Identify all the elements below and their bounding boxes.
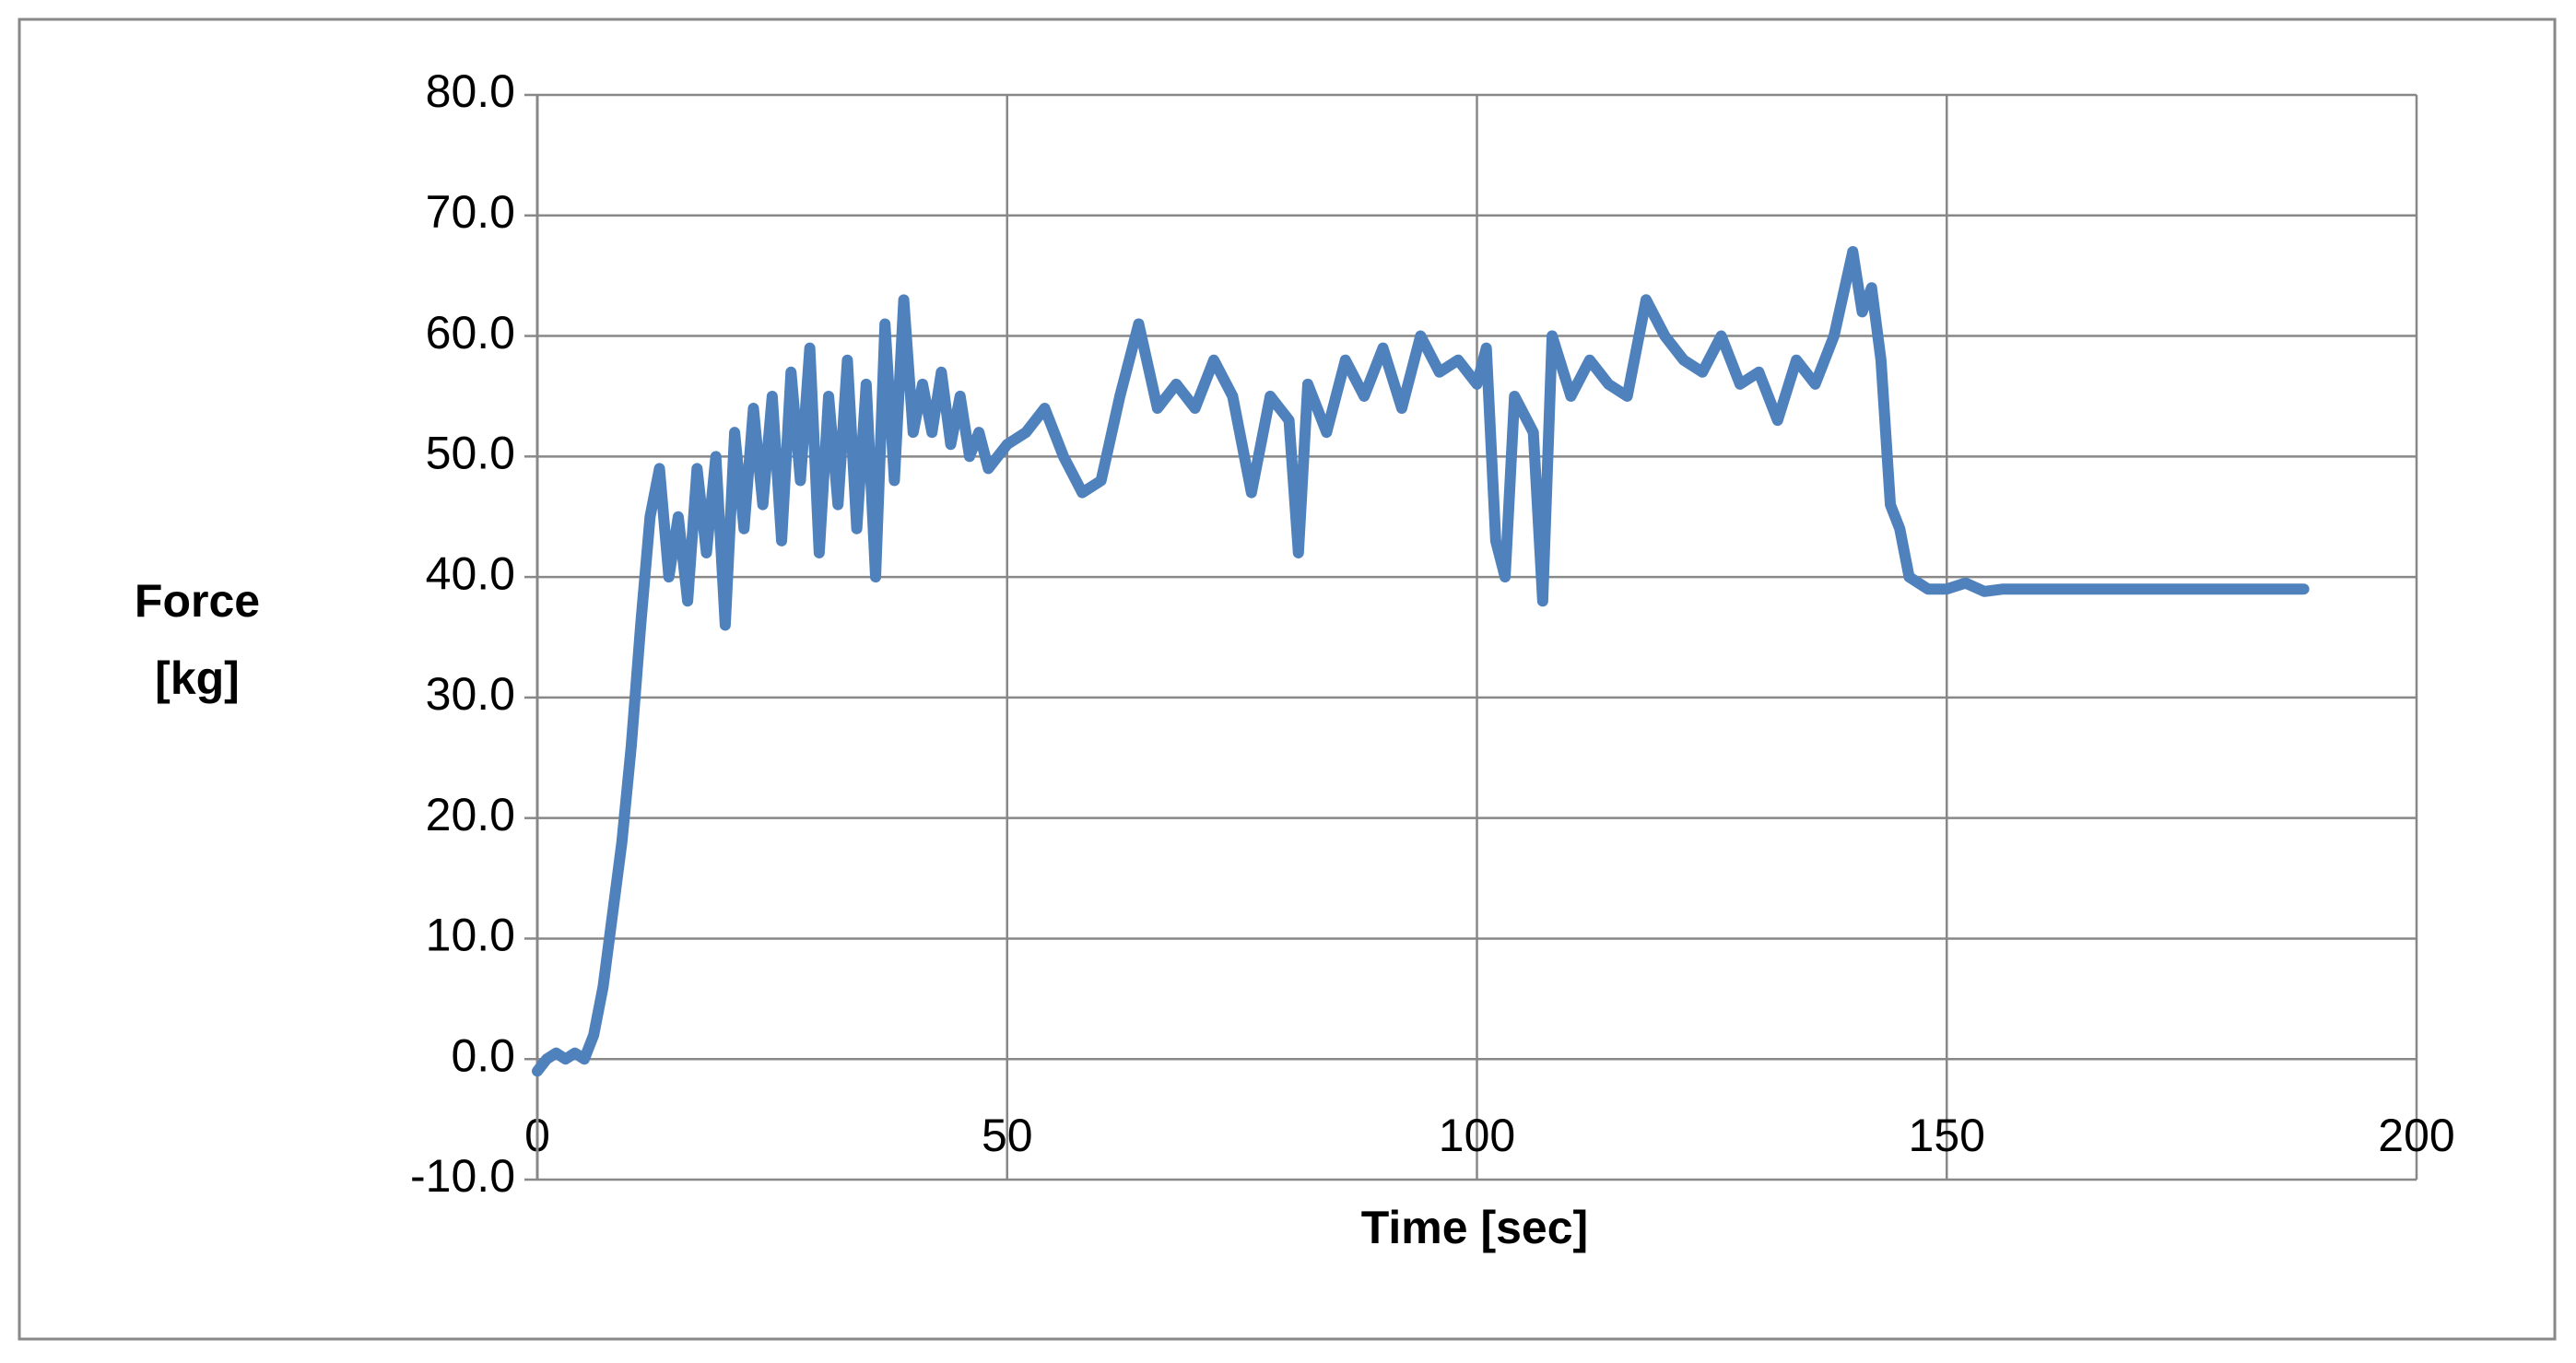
y-tick-label: 80.0	[426, 65, 515, 117]
y-tick-label: -10.0	[410, 1150, 515, 1202]
y-tick-label: 10.0	[426, 910, 515, 961]
x-tick-label: 100	[1439, 1110, 1515, 1161]
data-line	[532, 246, 2310, 1077]
y-tick-label: 70.0	[426, 186, 515, 238]
y-tick-label: 60.0	[426, 307, 515, 358]
x-tick-label: 50	[982, 1110, 1033, 1161]
y-tick-label: 40.0	[426, 547, 515, 599]
y-tick-label: 20.0	[426, 789, 515, 840]
x-axis-label: Time [sec]	[1361, 1202, 1588, 1253]
y-axis-label: [kg]	[155, 652, 240, 704]
chart-frame	[18, 18, 2557, 1341]
y-tick-label: 0.0	[451, 1029, 515, 1081]
x-tick-label: 150	[1909, 1110, 1985, 1161]
x-tick-label: 200	[2378, 1110, 2454, 1161]
y-tick-label: 50.0	[426, 428, 515, 479]
y-axis-label: Force	[135, 575, 260, 627]
y-tick-label: 30.0	[426, 668, 515, 720]
